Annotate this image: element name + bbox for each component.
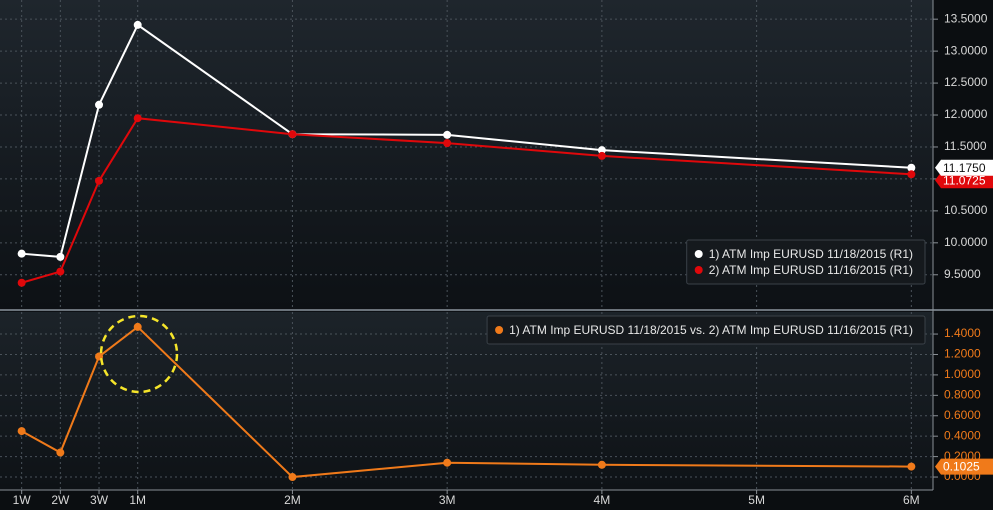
- highlight-circle: [99, 314, 179, 394]
- point: [907, 170, 916, 179]
- point: [288, 130, 297, 139]
- legend: 1) ATM Imp EURUSD 11/18/2015 vs. 2) ATM …: [486, 315, 926, 345]
- legend-label: 2) ATM Imp EURUSD 11/16/2015 (R1): [709, 263, 913, 277]
- point: [133, 20, 142, 29]
- point: [17, 278, 26, 287]
- point: [133, 322, 142, 331]
- point: [443, 458, 452, 467]
- value-label: 11.0725: [943, 173, 986, 187]
- point: [597, 151, 606, 160]
- legend-marker: [694, 266, 703, 274]
- point: [56, 267, 65, 276]
- point: [17, 427, 26, 436]
- point: [56, 252, 65, 261]
- y-tick-label: 1.0000: [944, 367, 981, 381]
- y-tick-label: 0.4000: [944, 428, 981, 442]
- x-axis-area: [0, 490, 933, 510]
- point: [443, 139, 452, 148]
- y-tick-label: 0.8000: [944, 388, 981, 402]
- x-tick-label: 4M: [594, 493, 611, 507]
- legend: 1) ATM Imp EURUSD 11/18/2015 (R1) 2) ATM …: [686, 239, 926, 285]
- value-label-box: [935, 172, 993, 189]
- x-tick-label: 1M: [129, 493, 146, 507]
- legend-label: 1) ATM Imp EURUSD 11/18/2015 vs. 2) ATM …: [509, 323, 913, 337]
- axis-area: [933, 0, 993, 510]
- point: [17, 249, 26, 258]
- legend-box: [486, 315, 926, 345]
- x-tick-label: 1W: [13, 493, 32, 507]
- y-tick-label: 0.6000: [944, 408, 981, 422]
- value-label: 11.1750: [943, 161, 986, 175]
- legend-box: [686, 239, 926, 285]
- y-tick-label: 12.5000: [944, 75, 988, 89]
- y-tick-label: 10.0000: [944, 235, 988, 249]
- point: [95, 100, 104, 109]
- point: [56, 448, 65, 457]
- series-line: [21, 325, 912, 479]
- y-tick-label: 1.4000: [944, 326, 981, 340]
- value-label: 0.1025: [943, 460, 980, 474]
- y-tick-label: 11.5000: [944, 139, 987, 153]
- point: [907, 462, 916, 471]
- point: [597, 146, 606, 155]
- point: [288, 473, 297, 482]
- point: [133, 114, 142, 123]
- legend-marker: [495, 326, 504, 334]
- y-tick-label: 1.2000: [944, 347, 981, 361]
- legend-marker: [694, 250, 703, 258]
- x-tick-label: 2M: [284, 493, 301, 507]
- point: [907, 163, 916, 172]
- value-label-box: [935, 159, 993, 176]
- series-line: [21, 117, 912, 284]
- value-label-box: [935, 458, 993, 475]
- x-tick-label: 2W: [51, 493, 70, 507]
- x-tick-label: 5M: [748, 493, 765, 507]
- legend-label: 1) ATM Imp EURUSD 11/18/2015 (R1): [709, 247, 913, 261]
- point: [443, 130, 452, 139]
- point: [95, 176, 104, 185]
- series-line: [21, 23, 912, 258]
- x-tick-label: 3W: [90, 493, 109, 507]
- x-tick-label: 6M: [903, 493, 920, 507]
- y-tick-label: 9.5000: [944, 267, 981, 281]
- x-tick-label: 3M: [439, 493, 456, 507]
- y-tick-label: 10.5000: [944, 203, 988, 217]
- y-tick-label: 13.0000: [944, 43, 988, 57]
- y-tick-label: 13.5000: [944, 11, 988, 25]
- y-tick-label: 12.0000: [944, 107, 988, 121]
- point: [597, 460, 606, 469]
